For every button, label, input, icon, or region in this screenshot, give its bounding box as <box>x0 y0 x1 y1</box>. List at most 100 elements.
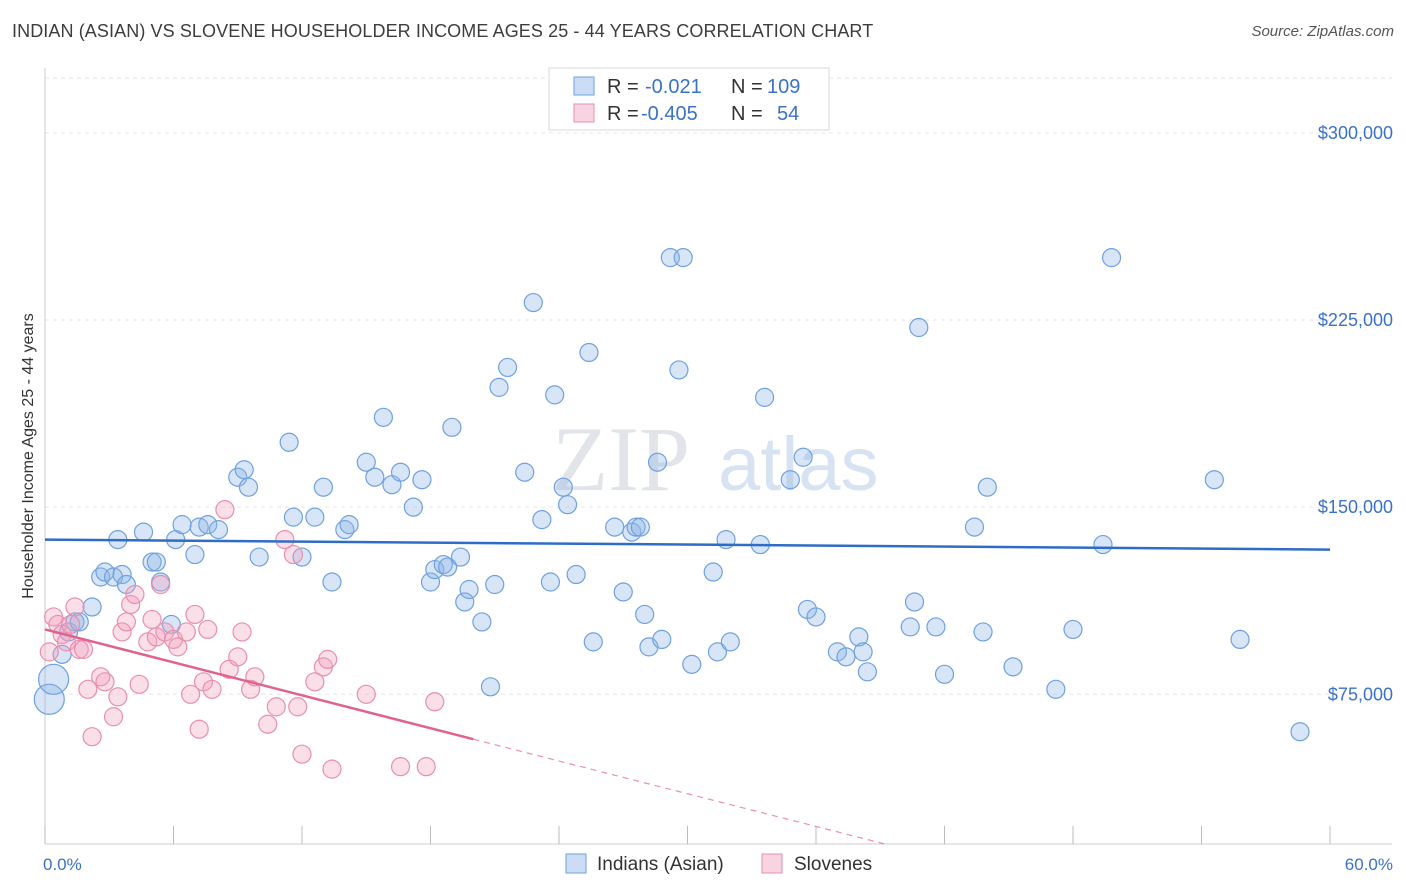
data-points <box>33 248 1310 779</box>
indians-point <box>647 452 668 472</box>
slovenes-point <box>116 612 136 632</box>
legend-box: R = -0.021 N = 109 R = -0.405 N = 54 <box>548 67 830 131</box>
indians-point <box>208 520 229 540</box>
slovenes-point <box>121 594 141 615</box>
indians-point <box>682 654 702 674</box>
slovenes-point <box>125 584 145 605</box>
slovenes-point <box>112 622 132 642</box>
y-tick-label: $300,000 <box>1318 123 1393 143</box>
indians-point <box>673 248 693 268</box>
indians-point <box>849 627 869 647</box>
indians-point <box>703 562 723 582</box>
indians-point <box>926 617 946 637</box>
slovenes-point <box>318 649 338 669</box>
slovenes-point <box>275 529 295 550</box>
y-tick-label: $75,000 <box>1328 684 1393 704</box>
indians-point <box>669 360 689 380</box>
slovenes-point <box>108 687 128 707</box>
indians-point <box>909 317 929 338</box>
legend-r-label-1: R = <box>607 76 639 98</box>
indians-point <box>238 477 259 497</box>
indians-point <box>626 517 646 537</box>
indians-point <box>557 495 578 515</box>
indians-point <box>322 572 342 592</box>
slovenes-trend-extension <box>473 738 886 845</box>
indians-point <box>313 477 334 497</box>
slovenes-point <box>65 597 85 617</box>
indians-point <box>853 642 873 662</box>
indians-point <box>964 517 985 537</box>
slovenes-point <box>69 639 89 659</box>
indians-point <box>1101 248 1122 268</box>
indians-point <box>857 662 878 682</box>
y-axis-title: Householder Income Ages 25 - 44 years <box>20 313 37 599</box>
slovenes-point <box>241 679 261 699</box>
slovenes-point <box>176 622 196 642</box>
legend-swatch-indians <box>573 76 595 96</box>
indians-point <box>806 607 826 627</box>
indians-point <box>1003 657 1023 677</box>
slovenes-point <box>103 707 124 727</box>
indians-point <box>652 629 672 650</box>
indians-point <box>540 572 561 592</box>
indians-point <box>283 507 304 527</box>
legend-n-value-2: 54 <box>777 103 799 125</box>
slovenes-point <box>292 744 312 764</box>
indians-point <box>390 462 411 482</box>
indians-point <box>403 497 423 517</box>
indians-point <box>373 407 393 427</box>
slovenes-point <box>73 639 94 659</box>
indians-point <box>455 592 475 612</box>
indians-point <box>553 477 573 497</box>
indians-point <box>198 515 218 535</box>
y-tick-label: $225,000 <box>1318 310 1393 330</box>
indians-point <box>977 477 997 497</box>
indians-point <box>228 467 248 487</box>
indians-point <box>1204 470 1224 490</box>
indians-point <box>133 522 154 542</box>
y-tick-labels: $75,000 $150,000 $225,000 $300,000 <box>1318 123 1393 704</box>
indians-point <box>146 552 166 572</box>
indians-point <box>489 377 509 397</box>
indians-point <box>1230 629 1250 650</box>
source-label: Source: ZipAtlas.com <box>1251 23 1394 40</box>
indians-point <box>412 470 432 490</box>
slovenes-point <box>39 642 59 662</box>
indians-point <box>720 632 740 652</box>
indians-point <box>442 417 462 437</box>
trend-lines <box>44 538 1331 845</box>
indians-point <box>780 470 800 490</box>
indians-point <box>836 647 856 667</box>
slovenes-point <box>215 500 235 520</box>
indians-point <box>566 564 586 585</box>
slovenes-point <box>181 684 201 704</box>
indians-point <box>498 357 518 378</box>
indians-point <box>112 564 132 585</box>
indians-point <box>365 467 385 487</box>
indians-point <box>793 447 813 467</box>
indians-point <box>934 664 955 684</box>
indians-point <box>485 574 505 595</box>
indians-point <box>532 510 552 530</box>
legend-n-label-2: N = <box>731 103 763 125</box>
indians-point <box>545 385 565 405</box>
indians-point <box>1290 722 1310 742</box>
indians-point <box>1046 679 1066 699</box>
indians-point <box>613 582 633 602</box>
indians-point <box>279 432 299 452</box>
slovenes-point <box>390 757 411 777</box>
slovenes-point <box>288 697 308 717</box>
indians-point <box>480 677 501 697</box>
indians-point <box>420 572 441 592</box>
indians-point <box>515 462 535 482</box>
slovenes-point <box>202 679 222 699</box>
slovenes-point <box>151 574 171 595</box>
indians-point <box>459 579 479 600</box>
slovenes-point <box>78 679 98 699</box>
indians-point <box>438 557 458 577</box>
y-tick-label: $150,000 <box>1318 497 1393 517</box>
indians-point <box>1093 534 1113 555</box>
indians-trend-line <box>44 538 1331 551</box>
slovenes-point <box>283 544 304 565</box>
indians-point <box>33 683 65 715</box>
